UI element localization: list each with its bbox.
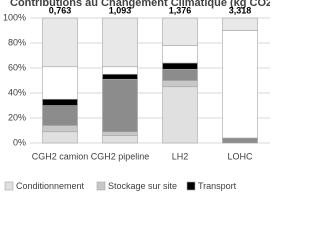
- bar-segment: [162, 68, 198, 81]
- legend-swatch: [96, 181, 106, 191]
- legend-label: Stockage sur site: [108, 181, 177, 191]
- y-tick-label: 60%: [8, 62, 26, 72]
- bar-segment: [102, 131, 138, 136]
- bar-segment: [102, 135, 138, 144]
- bar-segment: [162, 80, 198, 88]
- total-label: 3,318: [229, 5, 252, 15]
- x-tick-label: CGH2 pipeline: [91, 151, 150, 161]
- total-label: 1,093: [109, 5, 132, 15]
- bar-segment: [42, 125, 78, 133]
- bar-segment: [162, 62, 198, 70]
- bar-segment: [42, 66, 78, 100]
- bar-segment: [162, 45, 198, 64]
- bar-segment: [222, 137, 258, 144]
- total-label: 0,763: [49, 5, 72, 15]
- page: Contributions au Changement Climatique (…: [2, 0, 270, 191]
- chart: Contributions au Changement Climatique (…: [3, 0, 270, 191]
- total-label: 1,376: [169, 5, 192, 15]
- bar-segment: [42, 17, 78, 68]
- bar-segment: [222, 30, 258, 139]
- bar-segment: [222, 17, 258, 31]
- y-tick-label: 80%: [8, 37, 26, 47]
- y-tick-label: 40%: [8, 87, 26, 97]
- legend-swatch: [186, 181, 196, 191]
- chart-title: Contributions au Changement Climatique (…: [10, 0, 270, 9]
- y-tick-label: 0%: [13, 137, 26, 147]
- bar-segment: [42, 131, 78, 144]
- bar-segment: [102, 78, 138, 133]
- legend-swatch: [4, 181, 14, 191]
- x-tick-label: CGH2 camion: [32, 151, 89, 161]
- legend-label: Conditionnement: [16, 181, 85, 191]
- x-tick-label: LOHC: [227, 151, 253, 161]
- x-tick-label: LH2: [172, 151, 189, 161]
- bar-segment: [162, 17, 198, 46]
- bar-segment: [42, 98, 78, 106]
- bar-segment: [102, 17, 138, 68]
- bar-segment: [42, 105, 78, 126]
- bar-segment: [102, 73, 138, 80]
- y-tick-label: 20%: [8, 112, 26, 122]
- y-tick-label: 100%: [3, 12, 26, 22]
- legend-label: Transport: [198, 181, 237, 191]
- bar-segment: [102, 66, 138, 75]
- bar-segment: [162, 86, 198, 144]
